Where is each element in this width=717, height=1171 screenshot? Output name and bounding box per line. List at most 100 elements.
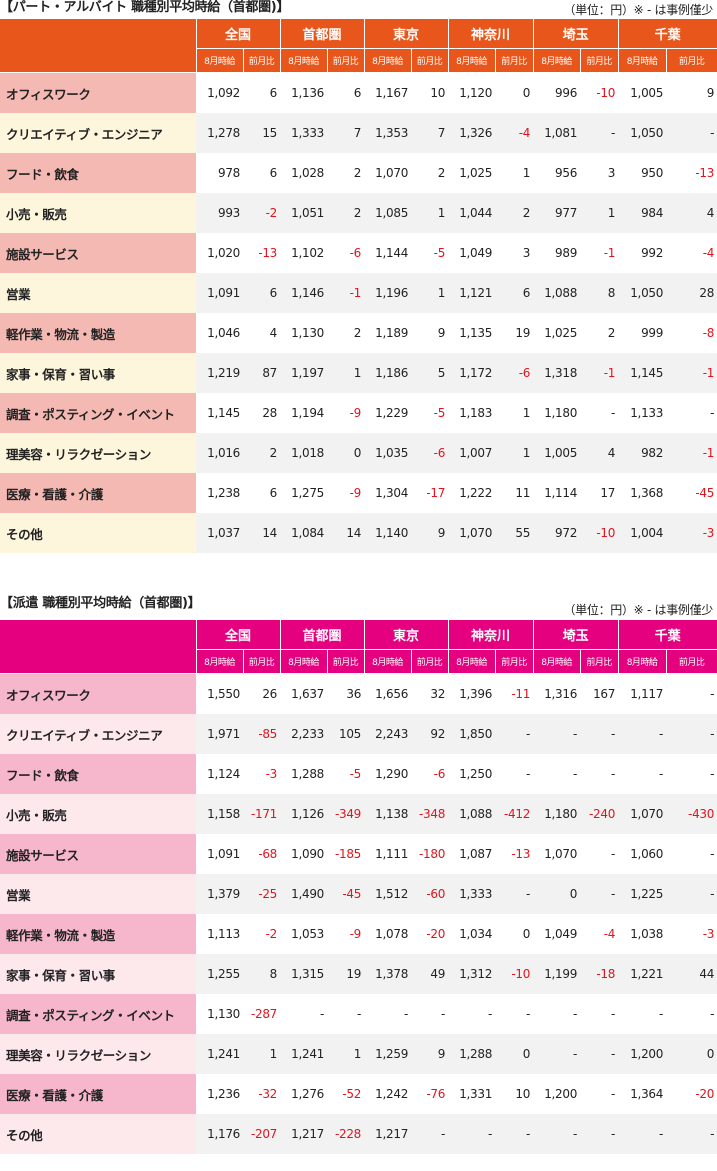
part-subheader-change: 前月比 xyxy=(494,48,534,73)
wage-cell: 1,060 xyxy=(618,834,667,874)
change-cell: - xyxy=(580,834,619,874)
change-cell: -2 xyxy=(243,193,281,233)
table-row: 調査・ポスティング・イベント 1,130 -287- - - - - - - - - - xyxy=(0,994,717,1034)
part-subheader-change: 前月比 xyxy=(665,48,717,73)
change-cell: 10 xyxy=(495,1074,534,1114)
wage-cell: 1,120 xyxy=(448,72,496,113)
wage-cell: 2,243 xyxy=(364,714,412,754)
change-cell: -17 xyxy=(411,473,449,513)
change-cell: - xyxy=(580,994,619,1034)
category-label: 営業 xyxy=(0,874,196,914)
change-cell: 19 xyxy=(327,954,365,994)
category-label: オフィスワーク xyxy=(0,673,196,714)
change-cell: 105 xyxy=(327,714,365,754)
change-cell: 9 xyxy=(411,1034,449,1074)
haken-note: （単位：円）※ - は事例僅少 xyxy=(563,603,713,617)
table-row: クリエイティブ・エンジニア 1,971 -85 2,233 105 2,243 92 1,85… xyxy=(0,714,717,754)
part-region-header: 首都圏 xyxy=(279,19,365,49)
change-cell: 4 xyxy=(580,433,619,473)
change-cell: 36 xyxy=(327,673,365,714)
wage-cell: 1,396 xyxy=(448,673,496,714)
wage-cell: 1,124 xyxy=(196,754,243,794)
category-label: 医療・看護・介護 xyxy=(0,473,196,513)
wage-cell: 1,378 xyxy=(364,954,412,994)
category-label: 調査・ポスティング・イベント xyxy=(0,393,196,433)
wage-cell: 1,113 xyxy=(196,914,243,954)
change-cell: 1 xyxy=(243,1034,281,1074)
wage-cell: 1,331 xyxy=(448,1074,496,1114)
wage-cell: 1,130 xyxy=(280,313,328,353)
wage-cell: 1,197 xyxy=(280,353,328,393)
wage-cell: 984 xyxy=(618,193,667,233)
wage-cell: 1,049 xyxy=(448,233,496,273)
category-label: 家事・保育・習い事 xyxy=(0,954,196,994)
change-cell: -85 xyxy=(243,714,281,754)
category-label: オフィスワーク xyxy=(0,72,196,113)
change-cell: 8 xyxy=(580,273,619,313)
wage-cell: - xyxy=(533,754,581,794)
wage-cell: 2,233 xyxy=(280,714,328,754)
change-cell: 7 xyxy=(411,113,449,153)
table-row: 医療・看護・介護 1,236 -32 1,276 -52 1,242 -76 1,331 10 1… xyxy=(0,1074,717,1114)
wage-cell: - xyxy=(618,994,667,1034)
change-cell: 9 xyxy=(411,513,449,553)
table-row: オフィスワーク 1,550 26 1,637 36 1,656 32 1,396 -11 1,31… xyxy=(0,673,717,714)
change-cell: -6 xyxy=(495,353,534,393)
change-cell: 19 xyxy=(495,313,534,353)
change-cell: 32 xyxy=(411,673,449,714)
change-cell: 92 xyxy=(411,714,449,754)
wage-cell: 1,278 xyxy=(196,113,243,153)
haken-table: 全国 首都圏 東京 神奈川 埼玉 千葉 8月時給 前月比 8月時給 前月比 8月… xyxy=(0,620,717,1154)
haken-subheader-change: 前月比 xyxy=(665,649,717,674)
wage-cell: 1,656 xyxy=(364,673,412,714)
haken-subheader-row: 8月時給 前月比 8月時給 前月比 8月時給 前月比 8月時給 前月比 8月時給… xyxy=(0,649,717,674)
wage-cell: 996 xyxy=(533,72,581,113)
change-cell: 1 xyxy=(495,433,534,473)
change-cell: 9 xyxy=(411,313,449,353)
change-cell: -10 xyxy=(495,954,534,994)
wage-cell: 1,135 xyxy=(448,313,496,353)
change-cell: -9 xyxy=(327,473,365,513)
wage-cell: 1,016 xyxy=(196,433,243,473)
change-cell: -412 xyxy=(495,794,534,834)
wage-cell: 1,318 xyxy=(533,353,581,393)
part-header-corner xyxy=(0,19,197,73)
change-cell: - xyxy=(666,714,717,754)
table-row: フード・飲食 978 6 1,028 2 1,070 2 1,025 1 956 3 950 -13 xyxy=(0,153,717,193)
change-cell: 28 xyxy=(666,273,717,313)
change-cell: -25 xyxy=(243,874,281,914)
change-cell: -5 xyxy=(411,233,449,273)
table-row: その他 1,176 -207 1,217 -228 1,217- - - - - - - xyxy=(0,1114,717,1154)
change-cell: 2 xyxy=(495,193,534,233)
wage-cell: 1,241 xyxy=(280,1034,328,1074)
change-cell: 6 xyxy=(243,153,281,193)
change-cell: -1 xyxy=(580,353,619,393)
part-note: （単位：円）※ - は事例僅少 xyxy=(563,3,713,17)
wage-cell: 1,316 xyxy=(533,673,581,714)
wage-cell: 1,138 xyxy=(364,794,412,834)
wage-cell: 1,092 xyxy=(196,72,243,113)
haken-region-header: 東京 xyxy=(363,620,449,650)
wage-cell: 1,326 xyxy=(448,113,496,153)
category-label: クリエイティブ・エンジニア xyxy=(0,113,196,153)
change-cell: -20 xyxy=(411,914,449,954)
change-cell: 2 xyxy=(327,153,365,193)
wage-cell: 1,038 xyxy=(618,914,667,954)
wage-cell: 1,189 xyxy=(364,313,412,353)
category-label: 調査・ポスティング・イベント xyxy=(0,994,196,1034)
change-cell: 28 xyxy=(243,393,281,433)
change-cell: 0 xyxy=(666,1034,717,1074)
part-subheader-change: 前月比 xyxy=(410,48,449,73)
category-label: 理美容・リラクゼーション xyxy=(0,1034,196,1074)
table-row: 小売・販売 1,158 -171 1,126 -349 1,138 -348 1,088 -41… xyxy=(0,794,717,834)
wage-cell: 1,050 xyxy=(618,113,667,153)
wage-cell: 1,070 xyxy=(618,794,667,834)
change-cell: 11 xyxy=(495,473,534,513)
table-row: オフィスワーク 1,092 6 1,136 6 1,167 10 1,120 0 996 -10 1,… xyxy=(0,72,717,113)
change-cell: 4 xyxy=(666,193,717,233)
category-label: その他 xyxy=(0,513,196,553)
change-cell: -2 xyxy=(243,914,281,954)
wage-cell: 1,229 xyxy=(364,393,412,433)
wage-cell: 1,136 xyxy=(280,72,328,113)
change-cell: 1 xyxy=(327,1034,365,1074)
